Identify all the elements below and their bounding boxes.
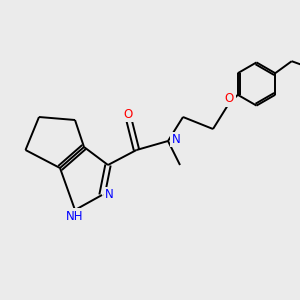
Text: O: O — [123, 107, 132, 121]
Text: N: N — [105, 188, 114, 202]
Text: N: N — [172, 133, 181, 146]
Text: O: O — [225, 92, 234, 106]
Text: NH: NH — [66, 209, 84, 223]
